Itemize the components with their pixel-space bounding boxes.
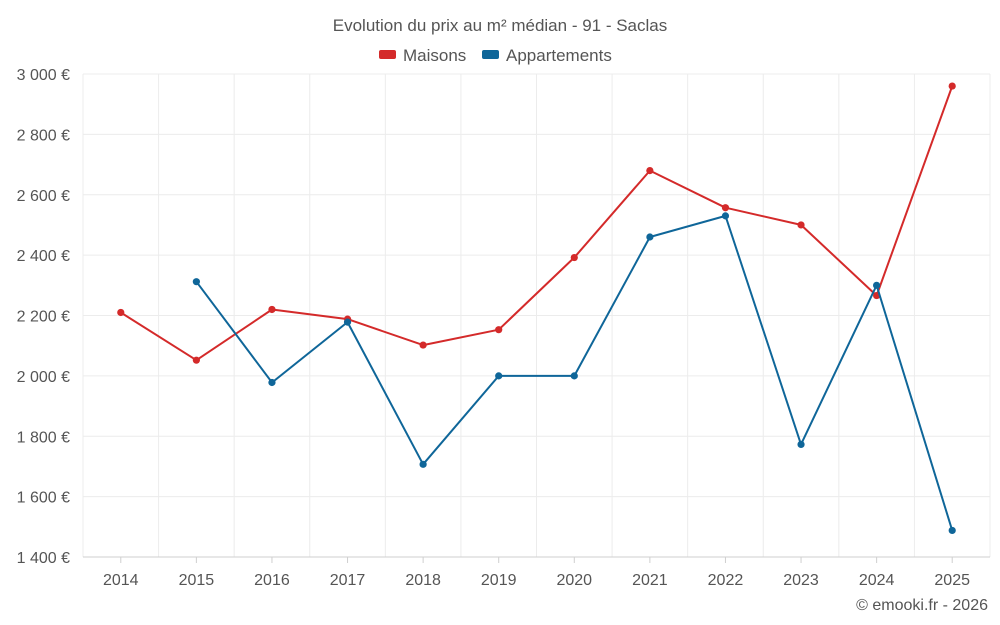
x-tick-label: 2017	[330, 572, 366, 589]
x-tick-label: 2023	[783, 572, 819, 589]
data-point-appartements-2023[interactable]	[797, 440, 805, 449]
data-point-maisons-2025[interactable]	[948, 82, 956, 90]
axes: 1 400 € 1 600 € 1 800 € 2 000 € 2 200 € 2 400…	[17, 67, 990, 589]
data-point-maisons-2016[interactable]	[268, 305, 276, 314]
y-tick-label: 2 000 €	[17, 369, 70, 386]
y-tick-label: 2 600 €	[17, 188, 70, 205]
data-point-appartements-2024[interactable]	[873, 281, 881, 289]
x-tick-label: 2025	[934, 572, 970, 589]
y-tick-label: 1 800 €	[17, 429, 70, 446]
x-tick-label: 2016	[254, 572, 290, 589]
x-tick-label: 2021	[632, 572, 668, 589]
y-tick-label: 2 200 €	[17, 309, 70, 326]
data-point-appartements-2022[interactable]	[721, 212, 730, 220]
y-tick-label: 2 400 €	[17, 248, 70, 265]
y-tick-label: 2 800 €	[17, 127, 70, 144]
legend-swatch-appartements	[482, 50, 499, 59]
credit-text: © emooki.fr - 2026	[856, 597, 988, 614]
legend: Maisons Appartements	[379, 46, 612, 65]
x-tick-label: 2014	[103, 572, 139, 589]
data-point-maisons-2022[interactable]	[721, 204, 730, 212]
series-maisons	[117, 82, 956, 364]
series-appartements	[192, 212, 956, 535]
data-point-appartements-2025[interactable]	[948, 526, 956, 535]
x-tick-label: 2020	[556, 572, 592, 589]
legend-swatch-maisons	[379, 50, 396, 59]
data-point-maisons-2021[interactable]	[646, 167, 654, 175]
data-point-appartements-2016[interactable]	[268, 378, 276, 387]
y-tick-label: 1 600 €	[17, 490, 70, 507]
data-point-appartements-2018[interactable]	[419, 460, 427, 468]
data-point-maisons-2023[interactable]	[797, 221, 805, 229]
data-point-maisons-2019[interactable]	[495, 326, 503, 334]
y-tick-label: 1 400 €	[17, 550, 70, 567]
chart-title: Evolution du prix au m² médian - 91 - Sa…	[333, 16, 668, 35]
data-point-appartements-2021[interactable]	[646, 233, 654, 241]
legend-label-appartements: Appartements	[506, 46, 612, 65]
data-point-maisons-2018[interactable]	[419, 341, 427, 349]
data-point-maisons-2015[interactable]	[192, 356, 200, 364]
series-line-maisons	[120, 85, 954, 362]
data-point-appartements-2015[interactable]	[192, 278, 200, 286]
x-tick-label: 2024	[859, 572, 895, 589]
data-point-appartements-2019[interactable]	[495, 372, 503, 380]
x-tick-label: 2022	[708, 572, 744, 589]
legend-label-maisons: Maisons	[403, 46, 466, 65]
x-tick-label: 2015	[179, 572, 215, 589]
grid	[82, 73, 991, 557]
data-point-maisons-2020[interactable]	[570, 253, 578, 262]
x-tick-label: 2019	[481, 572, 517, 589]
y-tick-label: 3 000 €	[17, 67, 70, 84]
x-tick-label: 2018	[405, 572, 441, 589]
data-point-appartements-2020[interactable]	[570, 372, 578, 380]
legend-item-maisons[interactable]: Maisons	[379, 46, 466, 65]
data-point-maisons-2014[interactable]	[117, 308, 125, 317]
legend-item-appartements[interactable]: Appartements	[482, 46, 612, 65]
data-point-appartements-2017[interactable]	[343, 318, 352, 326]
series	[117, 82, 956, 535]
